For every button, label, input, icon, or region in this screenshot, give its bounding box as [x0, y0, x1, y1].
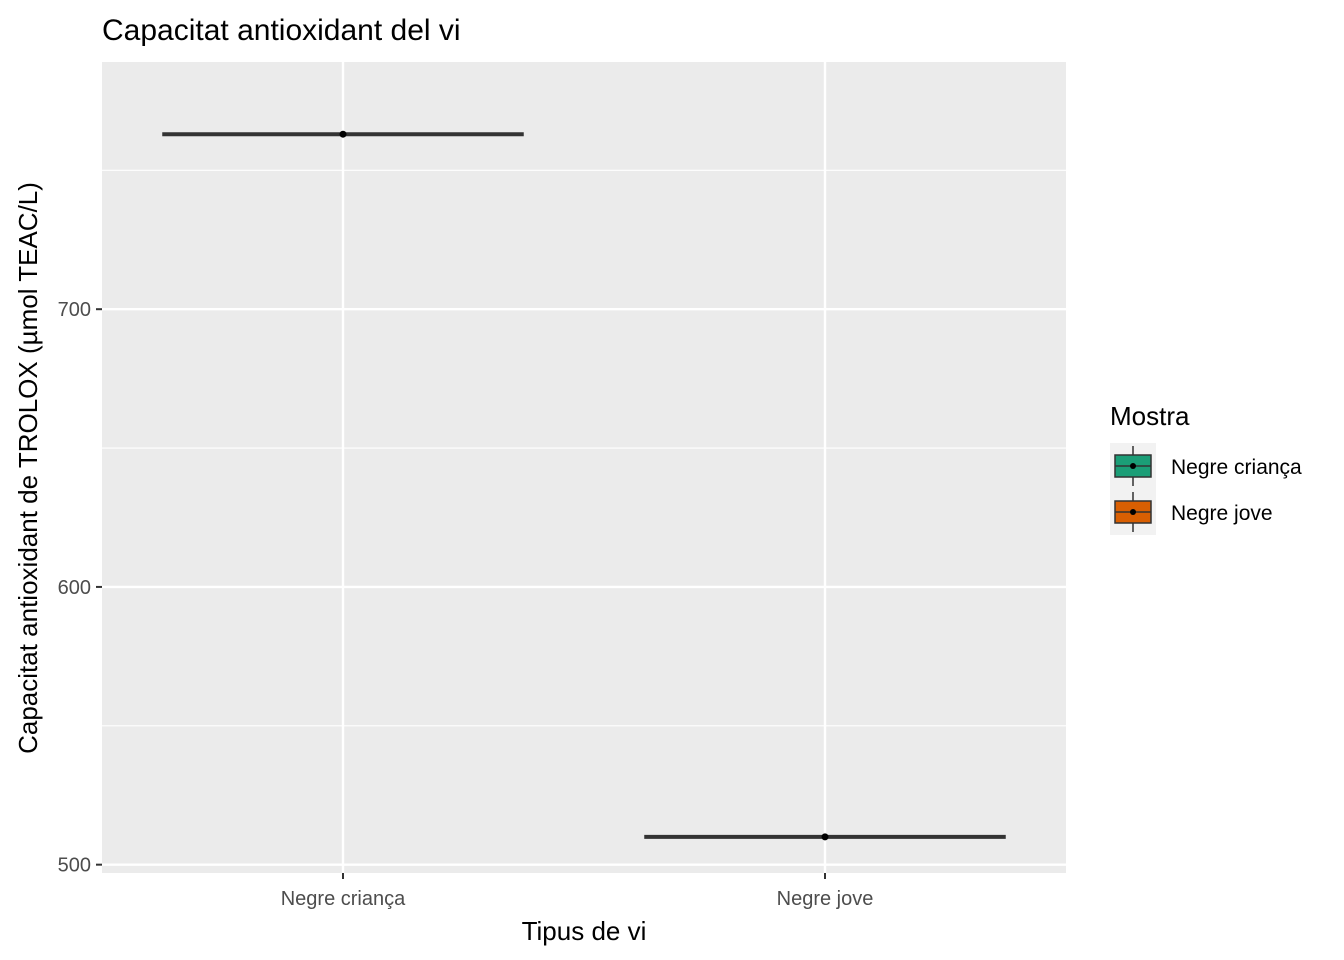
y-tick-label: 600	[58, 577, 91, 599]
y-tick-label: 700	[58, 299, 91, 321]
y-axis: 500 600 700	[58, 299, 102, 877]
data-marks	[162, 130, 1006, 841]
x-axis-title: Tipus de vi	[522, 916, 647, 946]
legend-label-1: Negre jove	[1171, 502, 1273, 525]
chart-title: Capacitat antioxidant del vi	[102, 14, 461, 47]
mean-point-1	[821, 833, 829, 841]
legend-point-1	[1130, 509, 1136, 515]
mean-point-0	[339, 130, 347, 138]
grid-minor	[102, 169, 1066, 727]
x-tick-label: Negre jove	[777, 888, 874, 910]
legend: Mostra Negre criança Negre jove	[1110, 401, 1302, 535]
x-tick-label: Negre criança	[281, 888, 406, 910]
plot-panel	[102, 62, 1066, 873]
grid-major	[102, 62, 1066, 873]
legend-title: Mostra	[1110, 401, 1190, 431]
y-axis-title: Capacitat antioxidant de TROLOX (µmol TE…	[13, 182, 43, 754]
legend-label-0: Negre criança	[1171, 456, 1302, 479]
legend-point-0	[1130, 463, 1136, 469]
x-axis: Negre criança Negre jove	[281, 873, 874, 910]
y-tick-label: 500	[58, 855, 91, 877]
